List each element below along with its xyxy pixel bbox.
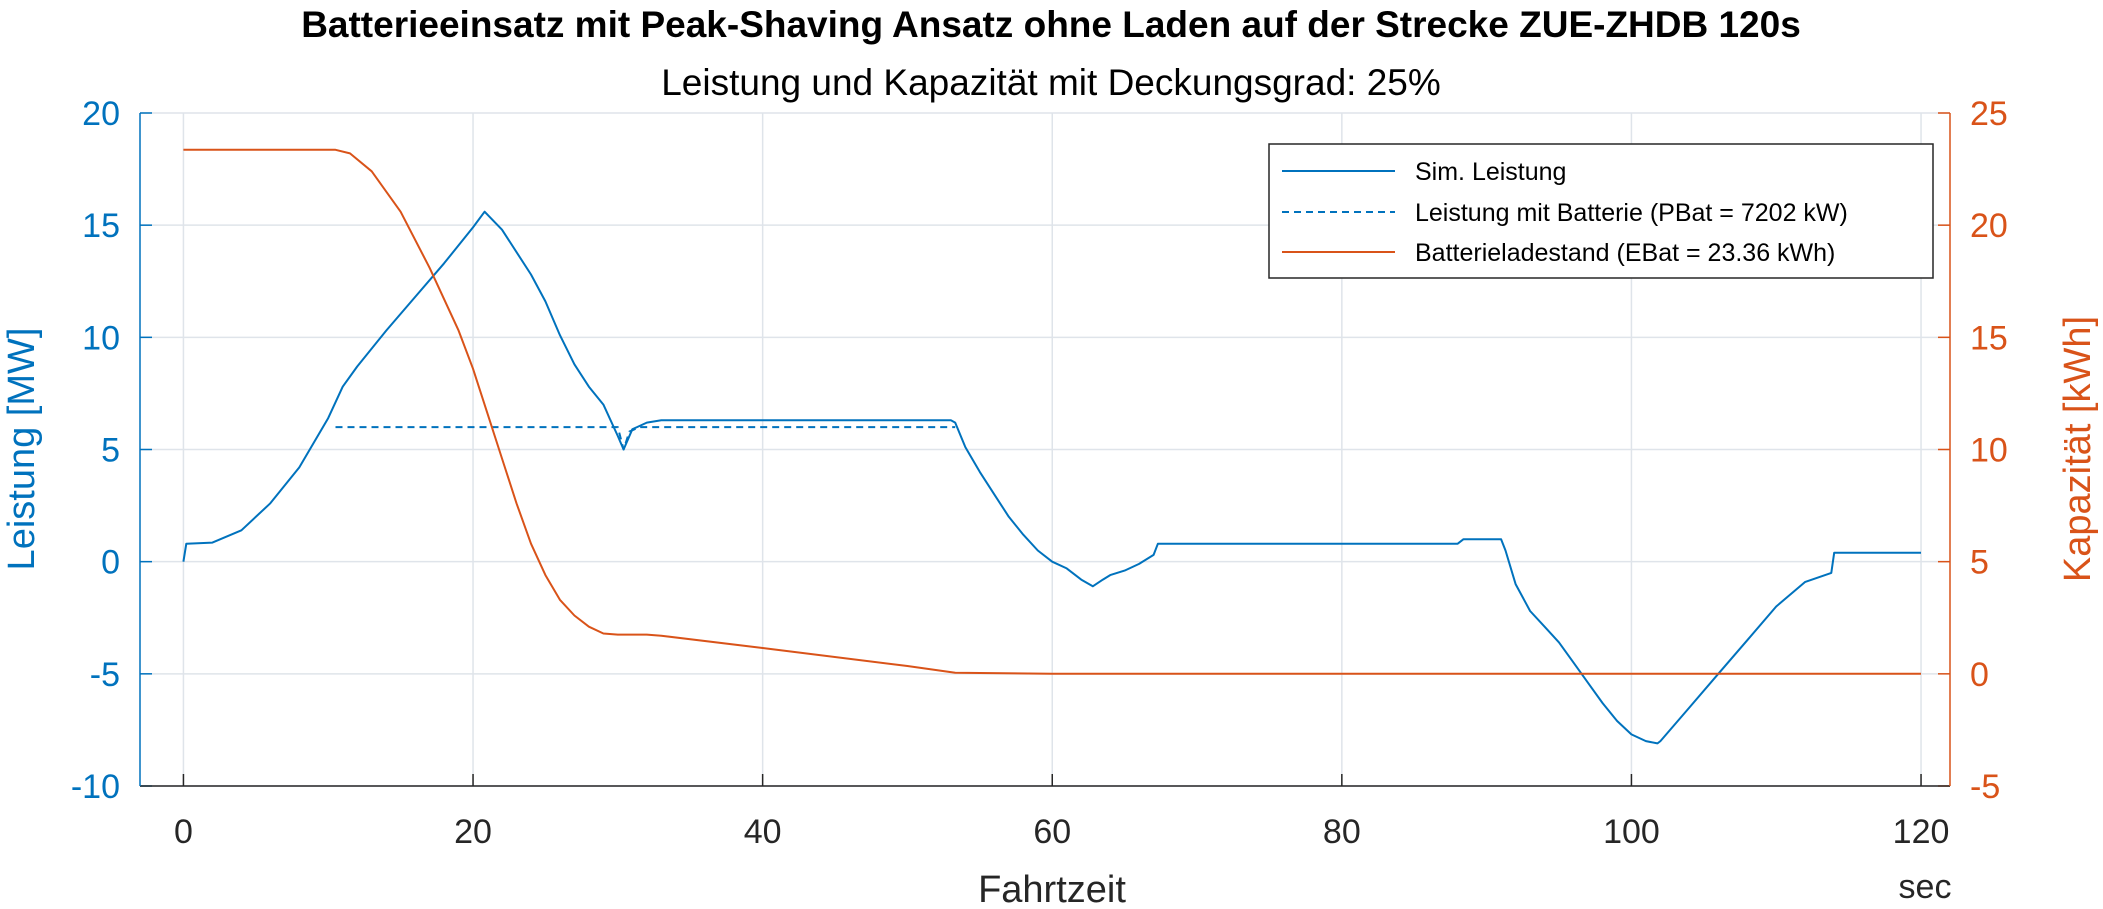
y-axis-left-label: Leistung [MW] [1, 328, 43, 571]
x-tick-label: 20 [454, 813, 492, 851]
chart-subtitle: Leistung und Kapazität mit Deckungsgrad:… [661, 62, 1441, 103]
y-left-tick-label: 5 [101, 432, 120, 470]
axes: 0 20 40 60 80 100 120 -10 -5 0 5 10 15 20 -5 0 5 10 15 20 25 [71, 95, 2008, 851]
y-right-tick-label: -5 [1970, 768, 2000, 806]
x-axis-label: Fahrtzeit [978, 869, 1126, 909]
series-line-batterieladestand [183, 148, 1921, 675]
x-tick-label: 0 [174, 813, 193, 851]
y-left-tick-label: 10 [82, 319, 120, 357]
y-left-tick-label: 20 [82, 95, 120, 133]
y-right-tick-label: 5 [1970, 544, 1989, 582]
y-left-tick-label: -10 [71, 768, 120, 806]
legend-label-batterieladestand: Batterieladestand (EBat = 23.36 kWh) [1415, 239, 1835, 267]
legend-label-leistung-mit-batterie: Leistung mit Batterie (PBat = 7202 kW) [1415, 199, 1848, 227]
series-group [182, 148, 1921, 745]
series-line-leistung-mit-batterie [335, 426, 956, 451]
y-axis-right-label: Kapazität [kWh] [2057, 316, 2099, 582]
y-left-tick-label: 0 [101, 544, 120, 582]
y-right-tick-label: 0 [1970, 656, 1989, 694]
chart-title: Batterieeinsatz mit Peak-Shaving Ansatz … [301, 4, 1801, 45]
x-tick-label: 120 [1893, 813, 1950, 851]
series-line-sim-leistung [182, 210, 1921, 745]
x-tick-label: 80 [1323, 813, 1361, 851]
y-right-tick-label: 10 [1970, 432, 2008, 470]
y-right-tick-label: 25 [1970, 95, 2008, 133]
x-tick-label: 40 [744, 813, 782, 851]
y-right-tick-label: 15 [1970, 319, 2008, 357]
y-left-tick-label: -5 [90, 656, 120, 694]
x-tick-label: 60 [1033, 813, 1071, 851]
y-left-tick-label: 15 [82, 207, 120, 245]
y-right-tick-label: 20 [1970, 207, 2008, 245]
legend: Sim. Leistung Leistung mit Batterie (PBa… [1268, 143, 1934, 279]
x-axis-unit: sec [1899, 868, 1952, 906]
x-tick-label: 100 [1603, 813, 1660, 851]
legend-label-sim-leistung: Sim. Leistung [1415, 158, 1566, 186]
